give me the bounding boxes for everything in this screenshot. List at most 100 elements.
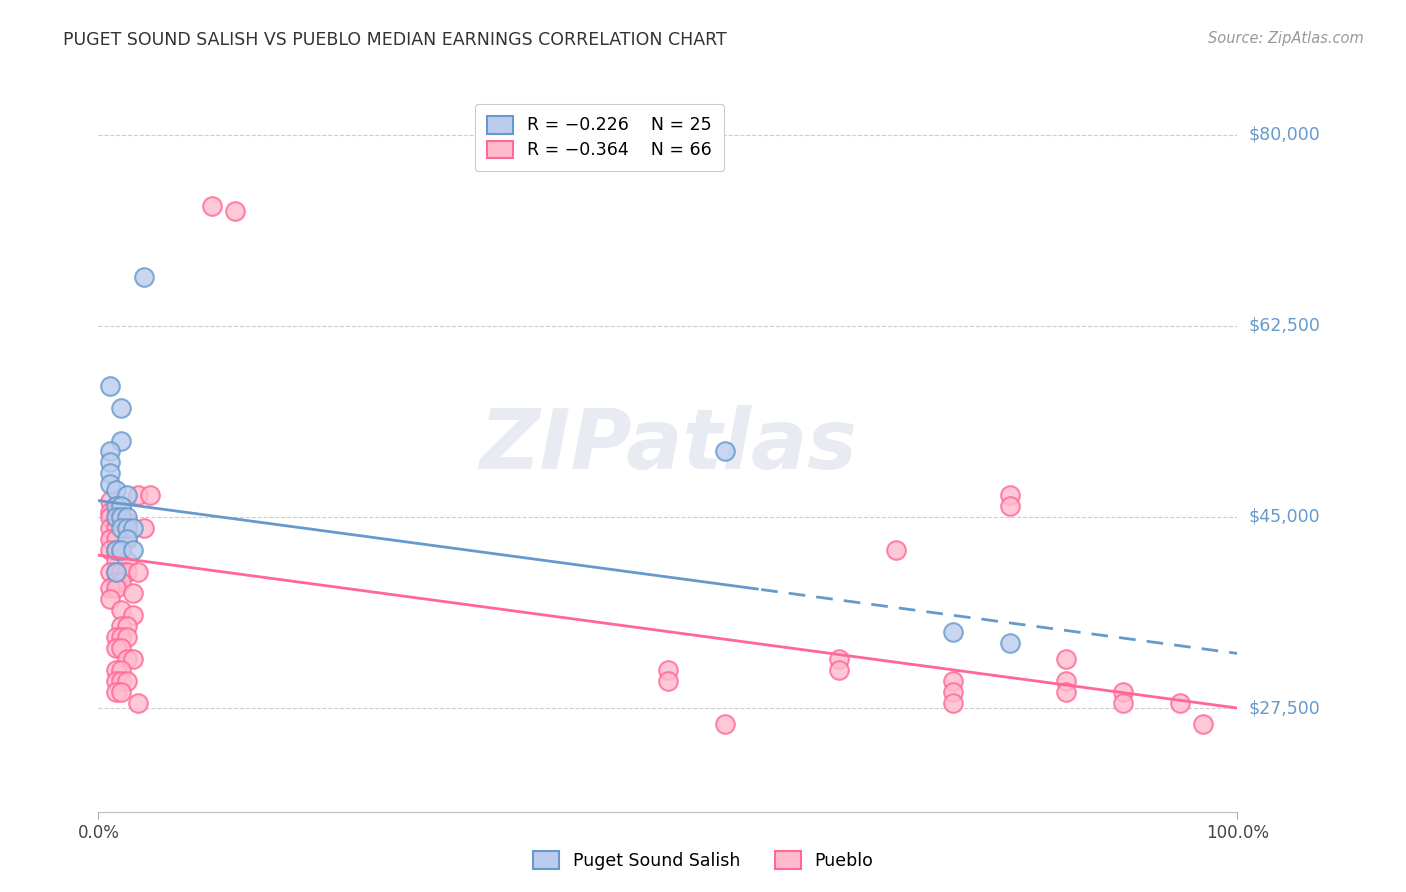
Point — [110, 565, 132, 579]
Point — [115, 673, 138, 688]
Point — [104, 640, 127, 655]
Point — [714, 717, 737, 731]
Point — [115, 619, 138, 633]
Point — [121, 521, 143, 535]
Point — [998, 635, 1021, 649]
Point — [942, 696, 965, 710]
Point — [942, 624, 965, 639]
Point — [132, 269, 155, 284]
Point — [110, 521, 132, 535]
Point — [104, 542, 127, 557]
Point — [828, 663, 851, 677]
Point — [657, 663, 679, 677]
Point — [714, 444, 737, 458]
Point — [115, 532, 138, 546]
Legend: Puget Sound Salish, Pueblo: Puget Sound Salish, Pueblo — [524, 843, 882, 879]
Point — [104, 510, 127, 524]
Point — [121, 608, 143, 623]
Point — [98, 504, 121, 518]
Point — [110, 575, 132, 590]
Point — [115, 510, 138, 524]
Point — [115, 532, 138, 546]
Point — [104, 565, 127, 579]
Point — [110, 510, 132, 524]
Point — [98, 542, 121, 557]
Point — [98, 379, 121, 393]
Point — [1112, 696, 1135, 710]
Point — [110, 542, 132, 557]
Point — [104, 630, 127, 644]
Point — [1170, 696, 1192, 710]
Point — [1192, 717, 1215, 731]
Point — [884, 542, 907, 557]
Point — [104, 575, 127, 590]
Point — [98, 467, 121, 481]
Point — [127, 696, 149, 710]
Point — [201, 199, 224, 213]
Point — [110, 630, 132, 644]
Point — [121, 542, 143, 557]
Point — [1054, 673, 1078, 688]
Point — [115, 565, 138, 579]
Point — [98, 477, 121, 491]
Point — [127, 565, 149, 579]
Point — [224, 204, 246, 219]
Point — [104, 673, 127, 688]
Point — [110, 510, 132, 524]
Point — [115, 521, 138, 535]
Text: $45,000: $45,000 — [1249, 508, 1320, 526]
Point — [104, 554, 127, 568]
Point — [98, 532, 121, 546]
Point — [110, 640, 132, 655]
Point — [942, 673, 965, 688]
Point — [110, 499, 132, 513]
Legend: R = −0.226    N = 25, R = −0.364    N = 66: R = −0.226 N = 25, R = −0.364 N = 66 — [475, 103, 724, 171]
Point — [98, 581, 121, 595]
Point — [104, 521, 127, 535]
Point — [115, 488, 138, 502]
Point — [115, 554, 138, 568]
Point — [1112, 684, 1135, 698]
Point — [98, 510, 121, 524]
Text: ZIPatlas: ZIPatlas — [479, 406, 856, 486]
Point — [998, 499, 1021, 513]
Point — [110, 684, 132, 698]
Point — [98, 591, 121, 606]
Point — [104, 542, 127, 557]
Point — [98, 565, 121, 579]
Point — [110, 401, 132, 415]
Point — [110, 434, 132, 448]
Point — [104, 581, 127, 595]
Point — [657, 673, 679, 688]
Point — [942, 684, 965, 698]
Text: $80,000: $80,000 — [1249, 126, 1320, 144]
Point — [110, 663, 132, 677]
Point — [110, 603, 132, 617]
Point — [98, 455, 121, 469]
Point — [115, 516, 138, 530]
Point — [828, 652, 851, 666]
Point — [121, 652, 143, 666]
Point — [104, 684, 127, 698]
Point — [110, 619, 132, 633]
Point — [138, 488, 160, 502]
Text: $27,500: $27,500 — [1249, 699, 1320, 717]
Point — [110, 499, 132, 513]
Point — [104, 499, 127, 513]
Point — [110, 673, 132, 688]
Point — [121, 586, 143, 600]
Point — [104, 565, 127, 579]
Text: Source: ZipAtlas.com: Source: ZipAtlas.com — [1208, 31, 1364, 46]
Point — [1054, 684, 1078, 698]
Point — [98, 521, 121, 535]
Point — [132, 521, 155, 535]
Text: PUGET SOUND SALISH VS PUEBLO MEDIAN EARNINGS CORRELATION CHART: PUGET SOUND SALISH VS PUEBLO MEDIAN EARN… — [63, 31, 727, 49]
Point — [104, 663, 127, 677]
Point — [104, 532, 127, 546]
Point — [115, 521, 138, 535]
Point — [104, 516, 127, 530]
Point — [104, 483, 127, 497]
Point — [98, 493, 121, 508]
Point — [110, 542, 132, 557]
Point — [998, 488, 1021, 502]
